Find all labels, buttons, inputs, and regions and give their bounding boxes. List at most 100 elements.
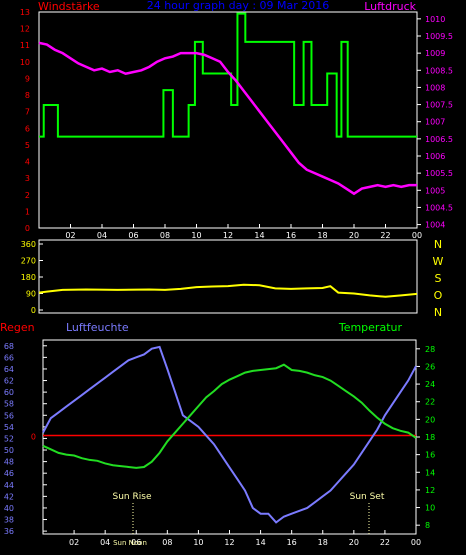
direction-letter: O: [434, 289, 443, 302]
humidity-tick-label: 56: [4, 411, 14, 420]
sunset-label: Sun Set: [350, 492, 385, 502]
direction-tick-label: 0: [31, 306, 36, 315]
wind-tick-label: 7: [25, 108, 30, 117]
humidity-tick-label: 52: [4, 434, 14, 443]
wind-tick-label: 1: [25, 207, 30, 216]
temperature-tick-label: 18: [425, 433, 435, 442]
direction-axis-ticks: 0 90 180 270 360: [21, 240, 43, 315]
humidity-tick-label: 58: [4, 400, 14, 409]
direction-letter: N: [434, 238, 442, 251]
humidity-tick-label: 50: [4, 446, 14, 455]
pressure-tick-label: 1010: [425, 15, 445, 24]
temperature-tick-label: 14: [425, 468, 435, 477]
temperature-tick-label: 16: [425, 451, 435, 460]
x-tick-label: 20: [349, 538, 359, 547]
temperature-label: Temperatur: [338, 321, 403, 334]
sun-markers: Sun Rise Sun Set Sun Noon: [113, 492, 385, 547]
humidity-tick-label: 64: [4, 365, 14, 374]
humidity-label: Luftfeuchte: [66, 321, 129, 334]
x-tick-label: 02: [65, 231, 75, 240]
direction-tick-label: 180: [21, 273, 36, 282]
lower-chart: Regen Luftfeuchte Temperatur 36 38 40 42 44 4…: [0, 321, 435, 547]
top-chart: Windstärke 24 hour graph day : 09 Mar 20…: [20, 0, 453, 240]
x-tick-label: 04: [97, 231, 107, 240]
x-tick-label: 02: [69, 538, 79, 547]
wind-tick-label: 3: [25, 174, 30, 183]
x-tick-label: 14: [254, 231, 264, 240]
top-series-layer: [38, 12, 417, 196]
x-tick-label: 14: [255, 538, 265, 547]
header-title: 24 hour graph day : 09 Mar 2016: [147, 0, 330, 12]
pressure-tick-label: 1008: [425, 83, 445, 92]
x-tick-label: 00: [411, 538, 421, 547]
x-tick-label: 22: [380, 538, 390, 547]
pressure-tick-label: 1008.5: [425, 66, 453, 75]
temperature-tick-label: 28: [425, 345, 435, 354]
rain-value-label: 0: [31, 433, 36, 442]
x-tick-label: 10: [193, 538, 203, 547]
lower-x-axis-ticks: 02 04 06 08 10 12 14 16 18 20 22 00: [69, 530, 421, 547]
x-tick-label: 12: [224, 538, 234, 547]
humidity-tick-label: 44: [4, 481, 14, 490]
wind-tick-label: 10: [20, 58, 30, 67]
x-tick-label: 18: [317, 231, 327, 240]
x-tick-label: 16: [286, 231, 296, 240]
temperature-tick-label: 10: [425, 504, 435, 513]
header-right-label: Luftdruck: [364, 0, 416, 13]
x-tick-label: 16: [287, 538, 297, 547]
temperature-tick-label: 22: [425, 398, 435, 407]
pressure-axis-ticks: 1004 1004.5 1005 1005.5 1006 1006.5 1007 1007.5…: [417, 15, 453, 230]
temperature-axis-ticks: 8 10 12 14 16 18 20 22 24 26 28: [416, 345, 435, 530]
humidity-series-line: [42, 345, 417, 524]
direction-tick-label: 90: [26, 290, 36, 299]
humidity-tick-label: 60: [4, 388, 14, 397]
x-tick-label: 10: [191, 231, 201, 240]
direction-tick-label: 360: [21, 240, 36, 249]
x-tick-label: 20: [349, 231, 359, 240]
noon-label: Sun Noon: [113, 539, 147, 547]
rain-label: Regen: [0, 321, 35, 334]
pressure-tick-label: 1006.5: [425, 135, 453, 144]
x-tick-label: 08: [160, 231, 170, 240]
direction-plot-frame: [38, 239, 418, 314]
humidity-axis-ticks: 36 38 40 42 44 46 48 50 52 54 56 58 60 62 64 66 68: [4, 342, 47, 536]
x-tick-label: 18: [318, 538, 328, 547]
pressure-tick-label: 1007.5: [425, 101, 453, 110]
pressure-tick-label: 1009: [425, 49, 445, 58]
x-tick-label: 00: [412, 231, 422, 240]
pressure-tick-label: 1005: [425, 186, 445, 195]
wind-tick-label: 6: [25, 124, 30, 133]
humidity-tick-label: 38: [4, 516, 14, 525]
top-x-axis-ticks: 02 04 06 08 10 12 14 16 18 20 22 00: [65, 224, 422, 240]
wind-tick-label: 13: [20, 8, 30, 17]
x-tick-label: 04: [100, 538, 110, 547]
wind-tick-label: 11: [20, 41, 30, 50]
pressure-tick-label: 1007: [425, 118, 445, 127]
direction-tick-label: 270: [21, 257, 36, 266]
wind-series-line: [39, 12, 417, 138]
pressure-tick-label: 1009.5: [425, 32, 453, 41]
top-plot-frame: [38, 11, 418, 229]
direction-series-line: [38, 283, 418, 298]
humidity-tick-label: 36: [4, 527, 14, 536]
wind-tick-label: 8: [25, 91, 30, 100]
humidity-tick-label: 54: [4, 423, 14, 432]
temperature-tick-label: 12: [425, 486, 435, 495]
x-tick-label: 08: [162, 538, 172, 547]
temperature-tick-label: 20: [425, 415, 435, 424]
pressure-tick-label: 1004.5: [425, 203, 453, 212]
direction-letter: N: [434, 306, 442, 319]
temperature-series-line: [42, 363, 417, 469]
x-tick-label: 12: [223, 231, 233, 240]
x-tick-label: 06: [128, 231, 138, 240]
humidity-tick-label: 68: [4, 342, 14, 351]
wind-tick-label: 9: [25, 74, 30, 83]
temperature-tick-label: 8: [425, 521, 430, 530]
wind-tick-label: 2: [25, 191, 30, 200]
header-left-label: Windstärke: [38, 0, 100, 13]
temperature-tick-label: 24: [425, 380, 435, 389]
